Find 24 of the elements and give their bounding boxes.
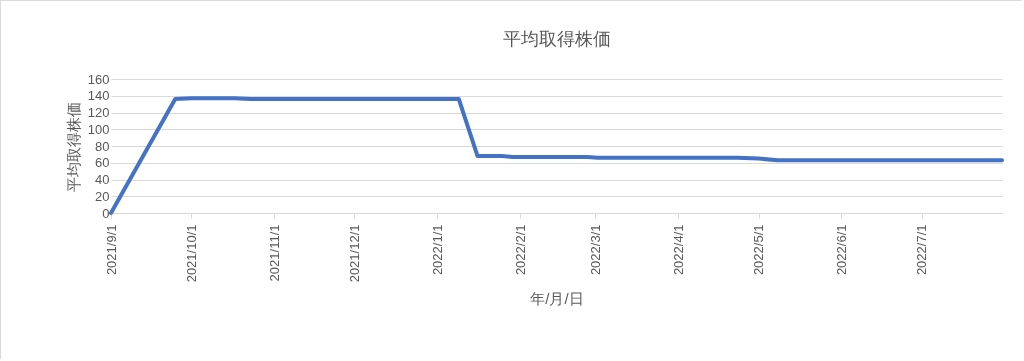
y-tick-label: 40	[95, 172, 110, 187]
x-tick-label: 2022/4/1	[670, 224, 686, 276]
x-tick-label: 2022/3/1	[587, 224, 603, 276]
y-tick-label: 160	[87, 71, 110, 87]
y-tick-label: 60	[95, 155, 110, 171]
x-tick-label: 2022/5/1	[751, 224, 767, 276]
x-tick-label: 2021/11/1	[266, 224, 282, 282]
x-tick-label: 2021/9/1	[103, 224, 119, 276]
chart-title: 平均取得株価	[502, 29, 611, 49]
y-tick-label: 20	[95, 188, 110, 204]
y-tick-label: 80	[95, 138, 110, 154]
x-tick-label: 2022/1/1	[429, 224, 445, 276]
y-axis-title: 平均取得株価	[64, 101, 82, 192]
x-tick-label: 2022/2/1	[512, 224, 528, 276]
y-tick-label: 120	[87, 105, 110, 120]
y-tick-label: 140	[87, 88, 110, 104]
x-tick-label: 2022/6/1	[833, 224, 849, 276]
y-tick-label: 100	[87, 121, 110, 137]
x-tick-label: 2021/10/1	[183, 224, 199, 283]
line-series	[109, 96, 1004, 215]
y-tick-label: 0	[102, 205, 110, 221]
x-tick-label: 2021/12/1	[346, 224, 362, 283]
x-axis-title: 年/月/日	[530, 290, 584, 308]
x-tick-label: 2022/7/1	[914, 224, 930, 276]
